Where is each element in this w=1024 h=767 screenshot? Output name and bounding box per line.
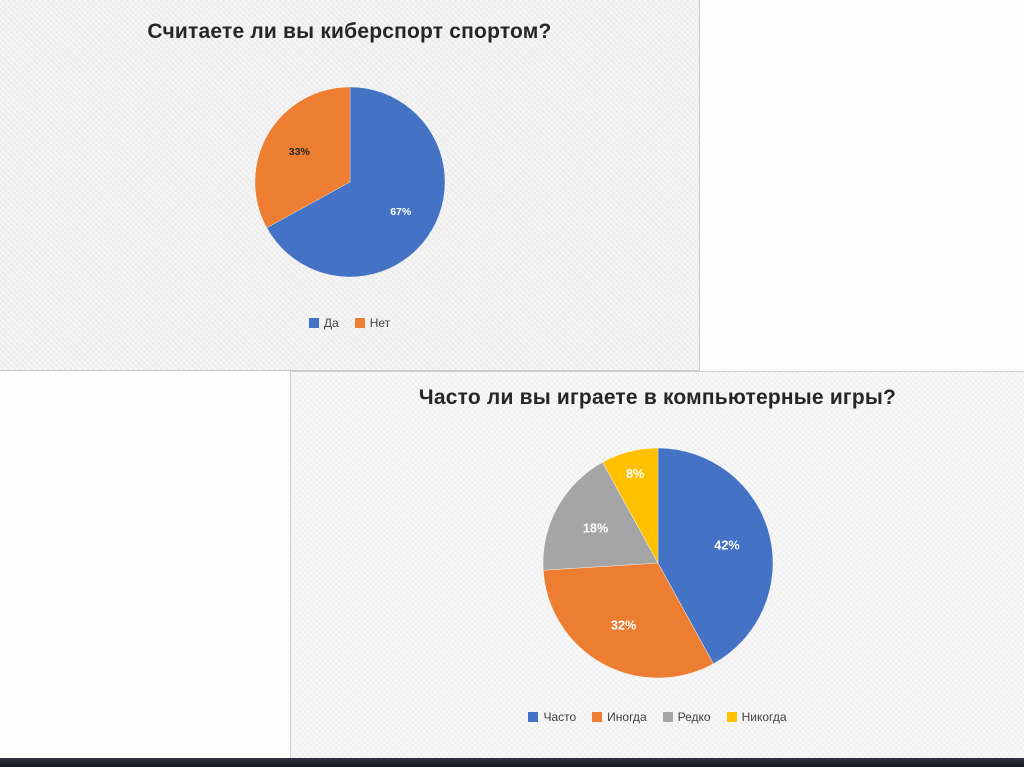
chart-panel-esports: Считаете ли вы киберспорт спортом? 67% 33… xyxy=(0,0,700,371)
pie-data-label: 33% xyxy=(288,146,310,158)
legend-label-inogda: Иногда xyxy=(607,710,647,724)
pie-svg-esports: 67% 33% xyxy=(254,86,445,278)
legend-swatch-da xyxy=(308,318,319,328)
pie-slice-редко xyxy=(542,461,658,571)
chart-panel-games-frequency: Часто ли вы играете в компьютерные игры?… xyxy=(290,371,1024,758)
pie-slice-нет xyxy=(254,86,350,229)
legend-esports: Да Нет xyxy=(308,316,391,330)
pie-data-label: 18% xyxy=(582,522,607,536)
pie-data-label: 8% xyxy=(625,467,643,481)
legend-label-da: Да xyxy=(323,316,339,330)
legend-label-nikogda: Никогда xyxy=(741,710,787,724)
legend-swatch-redko xyxy=(662,712,673,722)
legend-item-da: Да xyxy=(308,316,339,330)
legend-item-chasto: Часто xyxy=(528,710,576,724)
pie-chart-esports: 67% 33% xyxy=(250,82,450,282)
pie-data-label: 42% xyxy=(714,538,739,552)
legend-label-chasto: Часто xyxy=(543,710,577,724)
legend-swatch-net xyxy=(354,318,365,328)
legend-swatch-chasto xyxy=(528,712,539,722)
chart-title-games-frequency: Часто ли вы играете в компьютерные игры? xyxy=(418,386,897,409)
legend-swatch-nikogda xyxy=(726,712,737,722)
pie-slice-часто xyxy=(657,447,773,665)
chart-title-esports: Считаете ли вы киберспорт спортом? xyxy=(147,20,552,43)
legend-item-inogda: Иногда xyxy=(592,710,647,724)
legend-item-nikogda: Никогда xyxy=(726,710,787,724)
pie-slice-никогда xyxy=(601,447,658,564)
legend-label-net: Нет xyxy=(369,316,391,330)
legend-item-redko: Редко xyxy=(662,710,711,724)
slide-bottom-bar xyxy=(0,758,1024,767)
legend-swatch-inogda xyxy=(592,712,603,722)
pie-data-label: 67% xyxy=(390,206,412,218)
pie-chart-games-frequency: 42% 32% 18% 8% xyxy=(537,442,779,684)
legend-label-redko: Редко xyxy=(677,710,711,724)
pie-svg-games-frequency: 42% 32% 18% 8% xyxy=(542,447,773,679)
legend-games-frequency: Часто Иногда Редко Никогда xyxy=(528,710,787,724)
legend-item-net: Нет xyxy=(354,316,391,330)
pie-slice-да xyxy=(265,86,445,278)
pie-slice-иногда xyxy=(542,562,714,679)
pie-data-label: 32% xyxy=(610,618,635,632)
